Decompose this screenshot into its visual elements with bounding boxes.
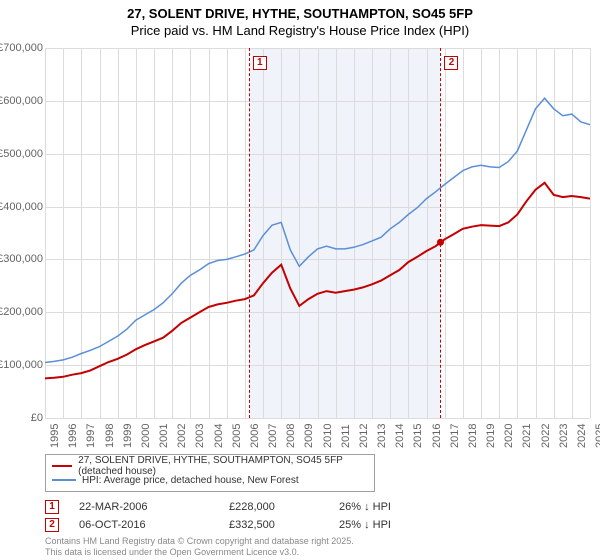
sales-marker-icon: 1 [45, 500, 59, 514]
y-tick-label: £600,000 [0, 95, 43, 107]
series-price-paid [45, 183, 590, 379]
sales-pct: 26% ↓ HPI [339, 501, 429, 513]
legend-swatch [52, 465, 72, 467]
sales-price: £332,500 [229, 519, 339, 531]
x-tick-label: 2014 [394, 424, 406, 448]
y-tick-label: £300,000 [0, 253, 43, 265]
x-tick-label: 2019 [485, 424, 497, 448]
y-tick-label: £200,000 [0, 306, 43, 318]
chart-area: 12 [45, 48, 590, 418]
x-tick-label: 2002 [176, 424, 188, 448]
x-tick-label: 2005 [231, 424, 243, 448]
title-block: 27, SOLENT DRIVE, HYTHE, SOUTHAMPTON, SO… [0, 0, 600, 38]
y-tick-label: £0 [31, 412, 43, 424]
x-tick-label: 2024 [576, 424, 588, 448]
x-tick-label: 2023 [558, 424, 570, 448]
sale-marker-line [440, 48, 441, 418]
y-tick-label: £500,000 [0, 148, 43, 160]
x-tick-label: 2006 [249, 424, 261, 448]
x-tick-label: 2008 [285, 424, 297, 448]
sales-price: £228,000 [229, 501, 339, 513]
x-tick-label: 2003 [194, 424, 206, 448]
x-axis: 1995 1996 1997 1998 1999 2000 2001 2002 2003 2004… [45, 420, 590, 450]
x-tick-label: 1995 [49, 424, 61, 448]
x-tick-label: 2010 [322, 424, 334, 448]
x-tick-label: 2021 [521, 424, 533, 448]
x-tick-label: 2022 [540, 424, 552, 448]
x-tick-label: 2020 [503, 424, 515, 448]
y-tick-label: £400,000 [0, 201, 43, 213]
legend-swatch [52, 479, 76, 481]
x-tick-label: 2013 [376, 424, 388, 448]
legend-row: 27, SOLENT DRIVE, HYTHE, SOUTHAMPTON, SO… [52, 459, 368, 473]
x-tick-label: 2001 [158, 424, 170, 448]
series-hpi [45, 98, 590, 362]
sales-date: 06-OCT-2016 [79, 519, 229, 531]
sale-marker-line [249, 48, 250, 418]
sales-row: 1 22-MAR-2006£228,00026% ↓ HPI [45, 498, 429, 516]
x-tick-label: 1997 [85, 424, 97, 448]
sales-row: 2 06-OCT-2016£332,50025% ↓ HPI [45, 516, 429, 534]
x-tick-label: 1996 [67, 424, 79, 448]
x-tick-label: 2012 [358, 424, 370, 448]
x-tick-label: 1999 [122, 424, 134, 448]
v-gridline [590, 48, 591, 418]
x-tick-label: 2025 [594, 424, 600, 448]
y-tick-label: £700,000 [0, 42, 43, 54]
y-tick-label: £100,000 [0, 359, 43, 371]
footer: Contains HM Land Registry data © Crown c… [45, 536, 354, 558]
chart-container: 27, SOLENT DRIVE, HYTHE, SOUTHAMPTON, SO… [0, 0, 600, 560]
legend-label: HPI: Average price, detached house, New … [82, 475, 299, 486]
legend: 27, SOLENT DRIVE, HYTHE, SOUTHAMPTON, SO… [45, 454, 375, 492]
x-tick-label: 2016 [431, 424, 443, 448]
chart-subtitle: Price paid vs. HM Land Registry's House … [0, 23, 600, 38]
sale-marker-box: 1 [253, 56, 267, 70]
x-tick-label: 2007 [267, 424, 279, 448]
x-tick-label: 2009 [303, 424, 315, 448]
y-axis: £0£100,000£200,000£300,000£400,000£500,0… [0, 48, 45, 418]
x-tick-label: 1998 [104, 424, 116, 448]
sales-marker-icon: 2 [45, 518, 59, 532]
x-tick-label: 2000 [140, 424, 152, 448]
chart-title: 27, SOLENT DRIVE, HYTHE, SOUTHAMPTON, SO… [0, 6, 600, 21]
x-tick-label: 2018 [467, 424, 479, 448]
footer-line2: This data is licensed under the Open Gov… [45, 547, 354, 558]
x-tick-label: 2011 [340, 424, 352, 448]
footer-line1: Contains HM Land Registry data © Crown c… [45, 536, 354, 547]
x-tick-label: 2017 [449, 424, 461, 448]
x-tick-label: 2015 [412, 424, 424, 448]
sales-pct: 25% ↓ HPI [339, 519, 429, 531]
sales-date: 22-MAR-2006 [79, 501, 229, 513]
x-tick-label: 2004 [213, 424, 225, 448]
plot-svg [45, 48, 590, 418]
h-gridline [45, 418, 590, 419]
sale-marker-box: 2 [444, 56, 458, 70]
sales-table: 1 22-MAR-2006£228,00026% ↓ HPI 2 06-OCT-201… [45, 498, 429, 534]
